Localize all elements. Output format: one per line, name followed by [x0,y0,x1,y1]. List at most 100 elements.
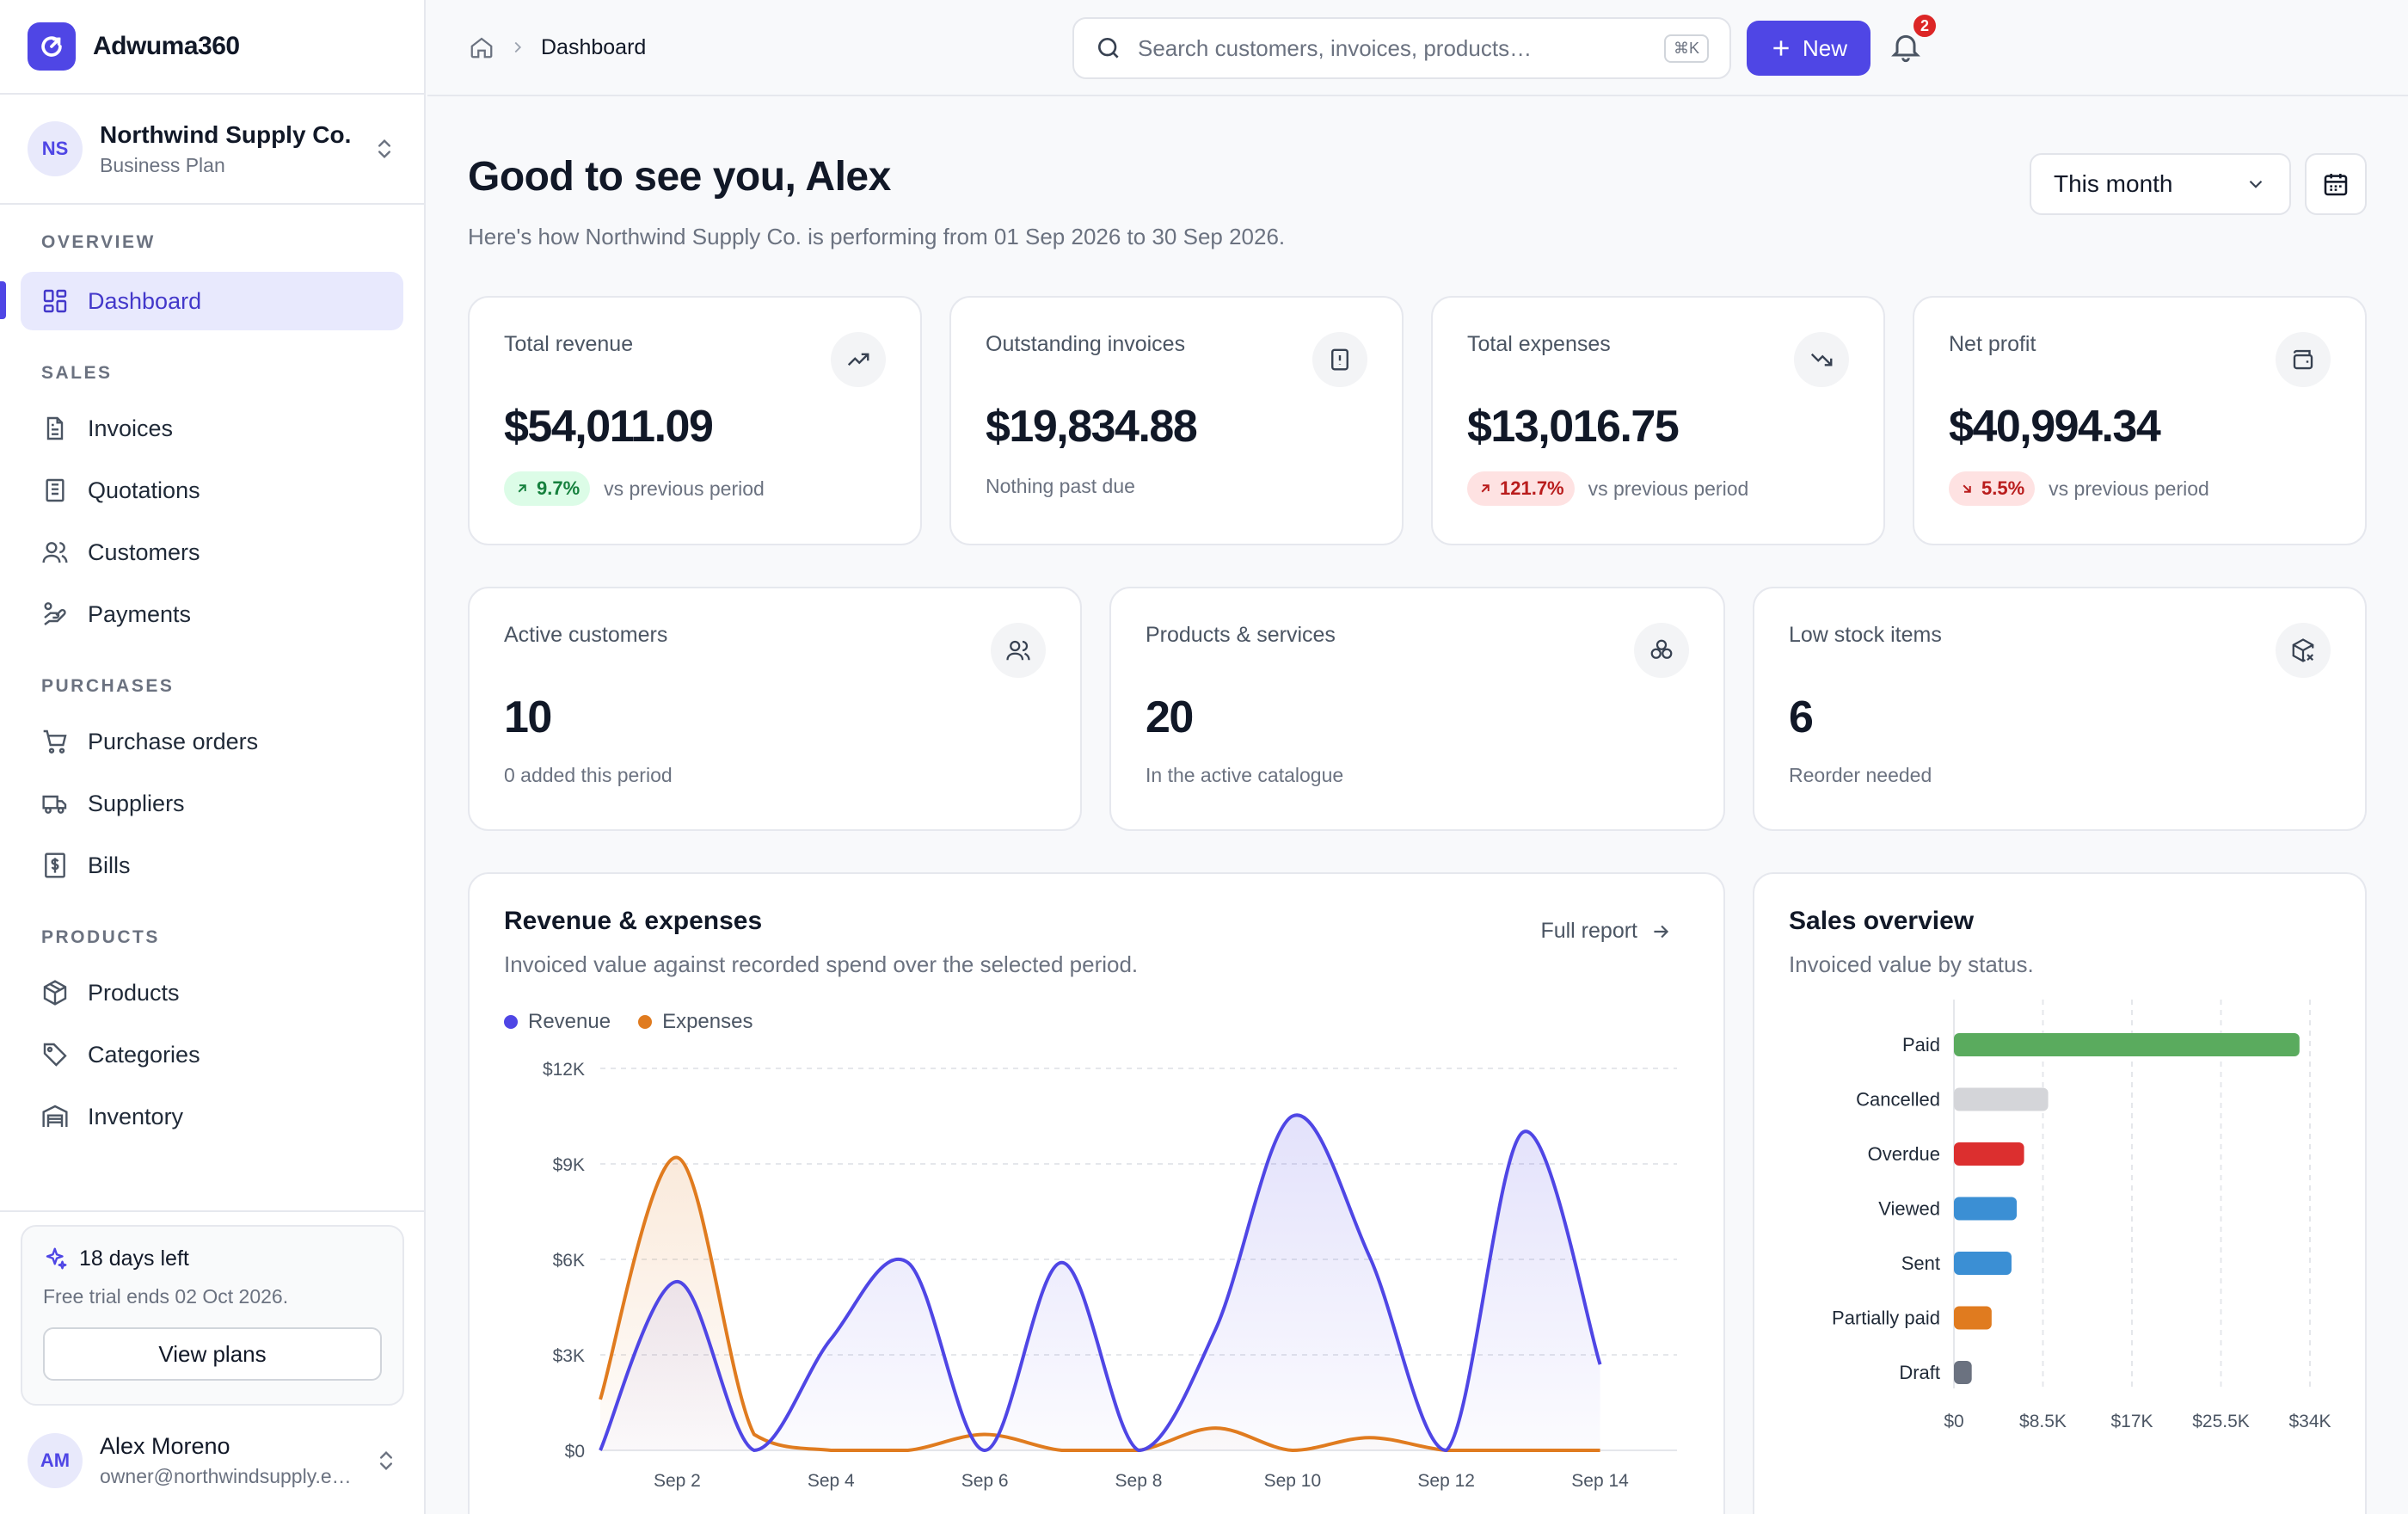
user-menu[interactable]: AM Alex Moreno owner@northwindsupply.e… [0,1418,426,1504]
breadcrumb: Dashboard [469,34,646,60]
full-report-link[interactable]: Full report [1540,919,1672,944]
bar-label: Paid [1902,1034,1940,1055]
series-area-revenue [600,1115,1600,1450]
arrow-down-right-icon [1963,484,1971,493]
revenue-expenses-chart: $0 $3K $6K $9K $12K Sep 2 Sep 4 Sep 6 Sep 8 Sep 1… [543,1060,1677,1491]
chart-legend: Revenue Expenses [504,1010,752,1034]
bill-icon [45,852,65,878]
calendar-button[interactable] [2305,153,2367,215]
series-line-expenses [599,1155,1600,1453]
main-nav: OVERVIEW Dashboard SALES Invoices Quotat… [0,232,424,1146]
nav-item-label: Categories [88,1041,200,1068]
period-select[interactable]: This month [2030,153,2291,215]
nav-item-invoices[interactable]: Invoices [21,399,403,458]
nav-item-products[interactable]: Products [21,963,403,1022]
search-input[interactable]: Search customers, invoices, products… ⌘K [1072,17,1731,79]
x-tick-label: $25.5K [2192,1412,2250,1431]
x-tick-label: Sep 8 [1115,1471,1163,1491]
legend-label: Expenses [662,1010,753,1033]
nav-item-bills[interactable]: Bills [21,836,403,895]
chart-subtitle: Invoiced value against recorded spend ov… [504,951,1139,977]
arrow-right-icon [1654,925,1669,938]
nav-section-title: OVERVIEW [41,232,156,252]
new-button-label: New [1802,34,1847,61]
search-shortcut: ⌘K [1663,34,1709,63]
org-switcher[interactable]: NS Northwind Supply Co. Business Plan [0,95,424,205]
x-tick-label: Sep 10 [1264,1471,1322,1491]
nav-item-inventory[interactable]: Inventory [21,1087,403,1146]
legend-swatch-expenses [638,1015,653,1029]
bar-overdue [1954,1142,2024,1166]
bell-icon[interactable] [1889,29,1923,64]
kpi-note: Nothing past due [986,475,1135,497]
divider [0,1210,426,1212]
bar-partially_paid [1954,1306,1992,1330]
trial-title: 18 days left [79,1246,189,1271]
chevron-down-icon [2249,180,2263,188]
kpi-note: vs previous period [604,477,765,500]
series-line-revenue [599,1113,1602,1453]
view-plans-button[interactable]: View plans [43,1327,382,1381]
nav-item-quotations[interactable]: Quotations [21,461,403,520]
alert-document-icon [1312,332,1367,387]
kpi-card-outstanding-invoices: Outstanding invoices $19,834.88 Nothing … [949,296,1404,545]
package-x-icon [2276,623,2331,678]
period-value: This month [2054,170,2173,197]
bar-label: Partially paid [1832,1308,1940,1329]
home-icon[interactable] [469,34,494,60]
truck-icon [42,795,67,814]
chart-title: Revenue & expenses [504,907,763,935]
trending-down-icon [1794,332,1849,387]
payments-icon [44,602,66,625]
customers-icon [42,542,68,563]
nav-item-label: Purchase orders [88,728,259,754]
legend-label: Revenue [528,1010,611,1033]
nav-item-label: Invoices [88,415,174,441]
bar-label: Draft [1899,1362,1940,1383]
nav-item-label: Dashboard [88,287,202,314]
nav-item-suppliers[interactable]: Suppliers [21,774,403,833]
bar-sent [1954,1252,2012,1275]
bar-label: Sent [1901,1252,1940,1274]
dashboard-icon [43,289,67,313]
nav-item-payments[interactable]: Payments [21,585,403,643]
app-logo-icon [28,22,76,71]
active-indicator [0,281,6,319]
org-name: Northwind Supply Co. [100,120,352,148]
kpi-card-total-revenue: Total revenue $54,011.09 9.7% vs previous… [468,296,922,545]
nav-item-label: Inventory [88,1103,184,1129]
nav-item-label: Quotations [88,477,200,503]
user-avatar: AM [28,1433,83,1488]
bar-label: Viewed [1878,1198,1940,1220]
arrow-up-right-icon [518,484,526,493]
stat-note: 0 added this period [504,764,673,786]
user-name: Alex Moreno [100,1433,230,1459]
nav-item-purchase-orders[interactable]: Purchase orders [21,712,403,771]
stat-note: Reorder needed [1789,764,1932,786]
bar-draft [1954,1361,1972,1384]
kpi-value: $54,011.09 [504,402,714,452]
nav-item-dashboard[interactable]: Dashboard [21,272,403,330]
kpi-label: Total revenue [504,332,634,356]
brand[interactable]: Adwuma360 [0,0,424,95]
nav-item-categories[interactable]: Categories [21,1025,403,1084]
stat-value: 10 [504,692,552,742]
x-tick-label: Sep 2 [654,1471,701,1491]
nav-item-customers[interactable]: Customers [21,523,403,582]
new-button[interactable]: New [1747,21,1870,76]
chart-subtitle: Invoiced value by status. [1789,951,2034,977]
notification-badge: 2 [1911,12,1938,40]
y-tick-label: $3K [553,1346,585,1366]
stat-card-low-stock: Low stock items 6 Reorder needed [1753,587,2367,831]
revenue-expenses-card: Revenue & expenses Invoiced value agains… [468,872,1725,1514]
quotation-icon [46,478,64,502]
kpi-card-net-profit: Net profit $40,994.34 5.5% vs previous pe… [1913,296,2367,545]
org-avatar: NS [28,121,83,176]
kpi-card-total-expenses: Total expenses $13,016.75 121.7% vs previ… [1431,296,1885,545]
stat-card-products-services: Products & services 20 In the active cat… [1109,587,1725,831]
trial-card: 18 days left Free trial ends 02 Oct 2026… [21,1225,404,1406]
bar-paid [1954,1033,2300,1056]
x-tick-label: $0 [1944,1412,1963,1431]
bar-label: Overdue [1868,1143,1940,1165]
stat-label: Products & services [1146,623,1336,647]
